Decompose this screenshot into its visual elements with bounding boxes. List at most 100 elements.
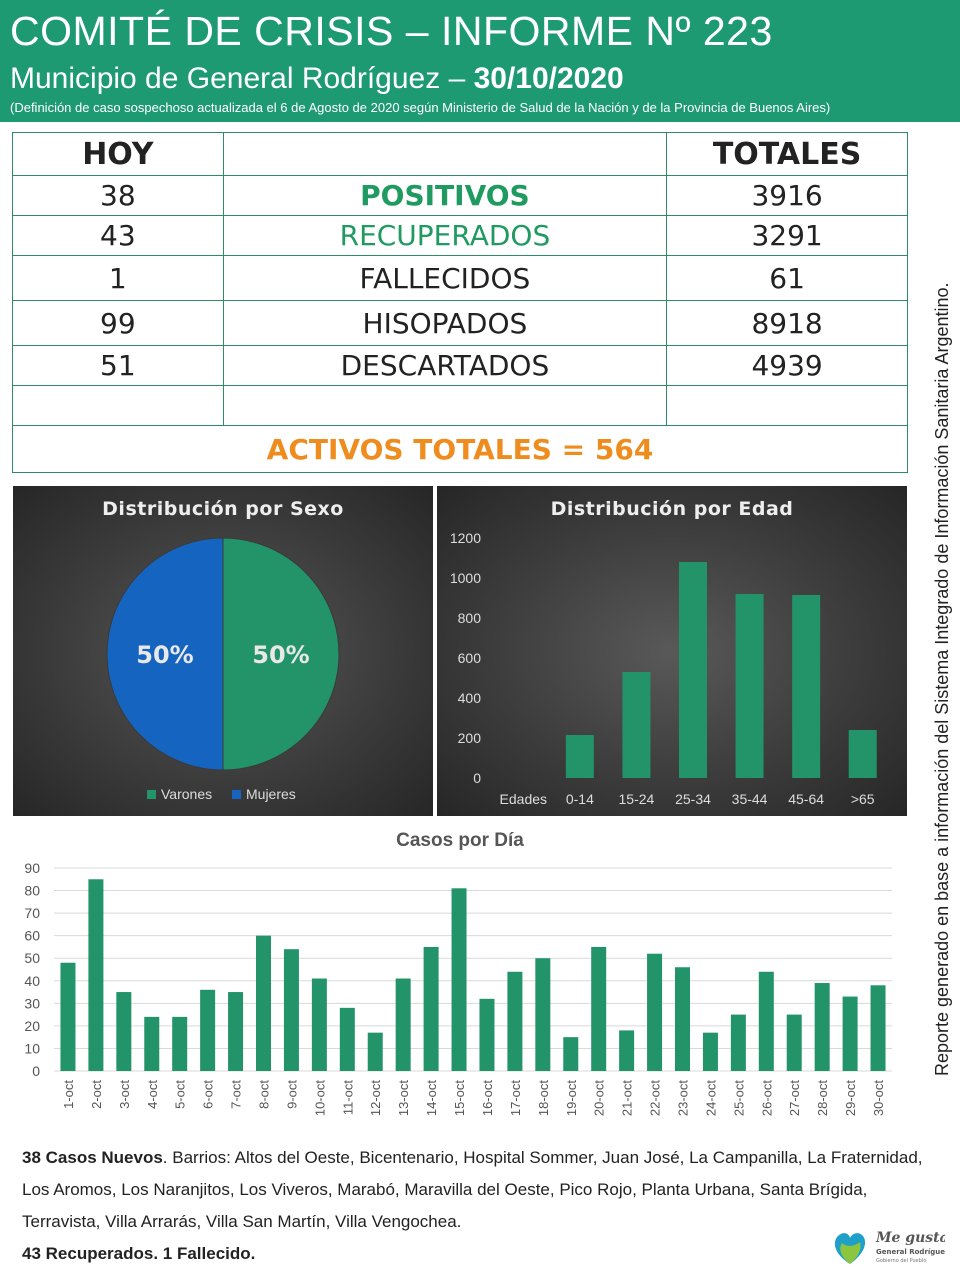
row-label: POSITIVOS	[222, 175, 668, 216]
empty-cell	[12, 385, 224, 426]
age-chart-title: Distribución por Edad	[550, 498, 794, 520]
x-tick-label: 8-oct	[257, 1080, 272, 1109]
stats-row-recuperados: 43 RECUPERADOS 3291	[12, 215, 908, 256]
y-tick-label: 200	[458, 730, 482, 746]
empty-cell	[222, 385, 668, 426]
stats-row-empty	[12, 385, 908, 426]
report-header: COMITÉ DE CRISIS – INFORME Nº 223 Munici…	[0, 0, 960, 122]
stats-row-fallecidos: 1 FALLECIDOS 61	[12, 255, 908, 301]
x-tick-label: 13-oct	[396, 1080, 411, 1117]
x-tick-label: 1-oct	[61, 1080, 76, 1109]
col-hoy-header: HOY	[12, 132, 224, 176]
x-tick-label: 3-oct	[117, 1080, 132, 1109]
daily-chart-title: Casos por Día	[396, 830, 524, 851]
x-tick-label: 12-oct	[368, 1080, 383, 1117]
age-bar-15-24	[622, 672, 651, 778]
row-label: FALLECIDOS	[222, 255, 668, 301]
report-title: COMITÉ DE CRISIS – INFORME Nº 223	[10, 8, 773, 54]
stats-row-descartados: 51 DESCARTADOS 4939	[12, 345, 908, 386]
y-tick-label: 1200	[450, 530, 481, 546]
y-tick-label: 80	[24, 883, 40, 899]
x-tick-label: 15-24	[619, 791, 655, 807]
day-bar-21-oct	[619, 1030, 635, 1071]
x-tick-label: 4-oct	[145, 1080, 160, 1109]
stats-row-hisopados: 99 HISOPADOS 8918	[12, 300, 908, 346]
total-value: 4939	[666, 345, 908, 386]
pie-value-label: 50%	[136, 641, 193, 669]
age-bar-svg: 0 200 400 600 800 1000 1200 Edades 0-14 15-24 25-3…	[450, 530, 877, 807]
day-bar-4-oct	[144, 1016, 160, 1071]
x-tick-label: 18-oct	[536, 1080, 551, 1117]
stats-row-positivos: 38 POSITIVOS 3916	[12, 175, 908, 216]
source-note: Reporte generado en base a información d…	[932, 282, 952, 1077]
hoy-value: 38	[12, 175, 224, 216]
day-bar-8-oct	[256, 935, 271, 1071]
recovered-line: 43 Recuperados. 1 Fallecido.	[22, 1238, 942, 1270]
stats-row-activos: ACTIVOS TOTALES = 564	[12, 425, 908, 473]
row-label: HISOPADOS	[222, 300, 668, 346]
y-tick-label: 50	[24, 950, 40, 966]
y-tick-label: 20	[24, 1018, 40, 1034]
footer-text: 38 Casos Nuevos. Barrios: Altos del Oest…	[22, 1142, 942, 1270]
y-tick-label: 1000	[450, 570, 481, 586]
age-bar-35-44	[735, 594, 764, 778]
x-tick-label: 19-oct	[564, 1080, 579, 1117]
y-tick-label: 10	[24, 1040, 40, 1056]
day-bar-28-oct	[814, 983, 830, 1071]
day-bar-2-oct	[88, 879, 104, 1071]
col-totales-header: TOTALES	[666, 132, 908, 176]
day-bar-20-oct	[591, 946, 607, 1071]
total-value: 61	[666, 255, 908, 301]
day-bar-15-oct	[451, 888, 467, 1071]
logo-line3: Gobierno del Pueblo	[876, 1258, 926, 1264]
x-tick-label: 24-oct	[703, 1080, 718, 1117]
day-bar-26-oct	[758, 971, 774, 1071]
day-bar-12-oct	[367, 1032, 383, 1071]
stats-header-row: HOY TOTALES	[12, 132, 908, 176]
x-tick-label: 17-oct	[508, 1080, 523, 1117]
x-tick-label: 10-oct	[312, 1080, 327, 1117]
x-tick-label: 21-oct	[620, 1080, 635, 1117]
new-cases-count: 38 Casos Nuevos	[22, 1148, 163, 1167]
x-tick-label: 14-oct	[424, 1080, 439, 1117]
definition-note: (Definición de caso sospechoso actualiza…	[10, 100, 831, 115]
y-tick-label: 0	[32, 1063, 40, 1079]
heart-leaf-icon	[840, 1242, 861, 1264]
legend-label: Mujeres	[246, 786, 296, 802]
day-bar-7-oct	[228, 992, 244, 1071]
total-value: 3916	[666, 175, 908, 216]
x-tick-label: 23-oct	[676, 1080, 691, 1117]
logo-line1: Me gusta	[875, 1230, 945, 1246]
day-bar-22-oct	[647, 953, 663, 1071]
sex-pie-svg: 50% 50% Varones Mujeres	[106, 537, 340, 802]
x-tick-label: 22-oct	[648, 1080, 663, 1117]
y-tick-label: 30	[24, 995, 40, 1011]
x-tick-label: 35-44	[732, 791, 768, 807]
day-bar-29-oct	[842, 996, 858, 1071]
hoy-value: 99	[12, 300, 224, 346]
x-tick-label: 29-oct	[843, 1080, 858, 1117]
day-bar-9-oct	[283, 949, 299, 1071]
pie-slice-mujeres	[106, 537, 224, 771]
legend-swatch	[232, 790, 241, 799]
report-date: 30/10/2020	[473, 62, 624, 95]
legend-label: Varones	[161, 786, 212, 802]
day-bar-18-oct	[535, 958, 551, 1071]
y-tick-label: 600	[458, 650, 482, 666]
day-bar-23-oct	[675, 967, 690, 1071]
municipality-label: Municipio de General Rodríguez –	[10, 62, 474, 95]
day-bar-1-oct	[60, 962, 76, 1071]
row-label: DESCARTADOS	[222, 345, 668, 386]
age-bar-25-34	[679, 562, 707, 778]
x-tick-label: 25-34	[675, 791, 711, 807]
day-bar-14-oct	[423, 946, 439, 1071]
pie-slice-varones	[222, 537, 340, 771]
x-tick-label: 20-oct	[592, 1080, 607, 1117]
x-tick-label: Edades	[500, 791, 547, 807]
legend-swatch	[147, 790, 156, 799]
row-label: RECUPERADOS	[222, 215, 668, 256]
day-bar-10-oct	[311, 978, 327, 1071]
y-tick-label: 70	[24, 905, 40, 921]
sex-chart-title: Distribución por Sexo	[102, 498, 344, 520]
day-bar-5-oct	[172, 1016, 188, 1071]
